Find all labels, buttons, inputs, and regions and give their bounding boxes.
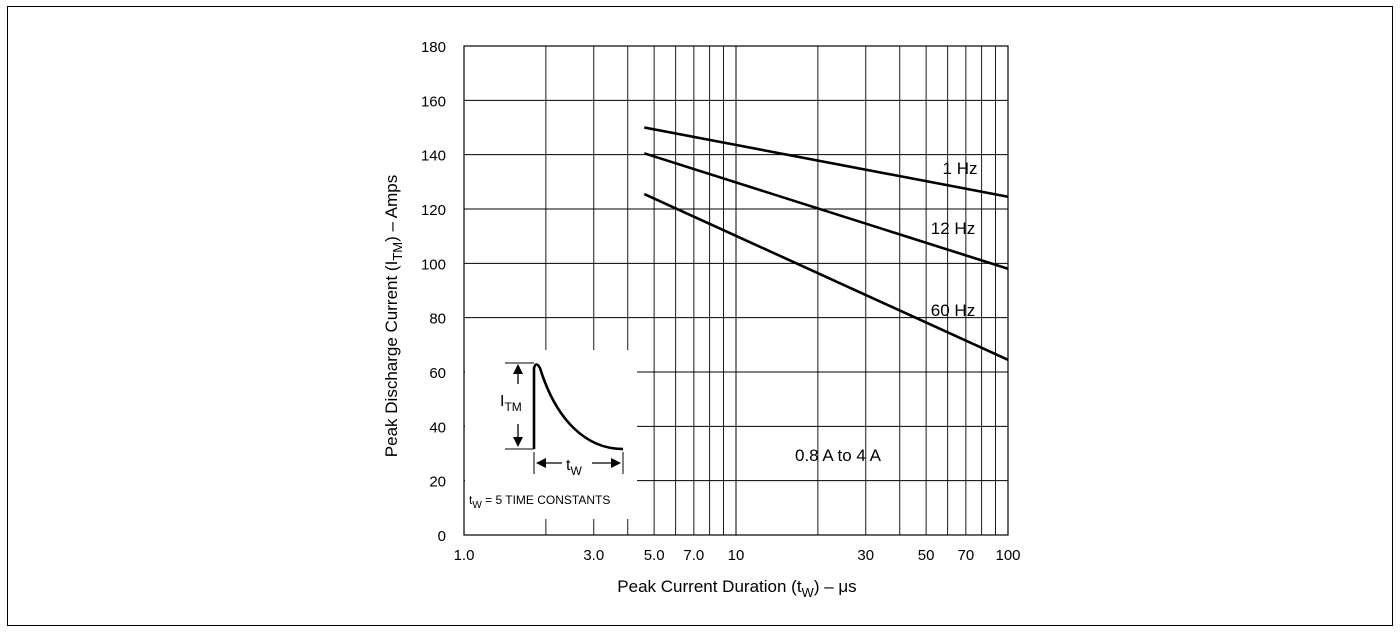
axes — [463, 45, 1009, 536]
minor-gridlines — [545, 46, 997, 535]
series-lines: 1 Hz 12 Hz 60 Hz — [643, 126, 1009, 361]
inset-duration-label: tW — [566, 457, 582, 478]
x-tick-label: 100 — [995, 547, 1020, 564]
y-tick-label: 140 — [421, 148, 446, 165]
inset-arrow-left-icon — [536, 458, 546, 468]
x-tick-label: 30 — [857, 547, 874, 564]
inset-arrow-right-icon — [611, 458, 621, 468]
y-tick-label: 20 — [429, 474, 446, 491]
y-axis-label: Peak Discharge Current (ITM) – Amps — [382, 175, 405, 457]
series-line-3 — [643, 192, 1009, 361]
y-tick-label: 120 — [421, 202, 446, 219]
y-tick-label: 80 — [429, 311, 446, 328]
x-tick-label: 1.0 — [454, 547, 475, 564]
series-label: 60 Hz — [931, 301, 975, 320]
inset-arrow-up-icon — [513, 364, 523, 374]
x-tick-label: 50 — [918, 547, 935, 564]
inset-background — [465, 350, 637, 519]
series-label: 1 Hz — [943, 159, 978, 178]
x-tick-label: 70 — [958, 547, 975, 564]
chart-frame — [7, 6, 1393, 626]
y-tick-label: 40 — [429, 419, 446, 436]
y-tick-label: 100 — [421, 256, 446, 273]
plot-border — [463, 45, 1009, 536]
y-tick-label: 0 — [438, 528, 446, 545]
x-tick-label: 5.0 — [644, 547, 665, 564]
x-tick-label: 7.0 — [683, 547, 704, 564]
labels: 0 20 40 60 80 100 120 140 160 180 1.0 3.0 5.0 7.0 10 30… — [421, 39, 1021, 564]
inset-arrow-down-icon — [513, 437, 523, 447]
y-tick-label: 60 — [429, 365, 446, 382]
range-annotation: 0.8 A to 4 A — [795, 446, 882, 465]
x-tick-label: 10 — [728, 547, 745, 564]
inset-diagram — [465, 350, 637, 519]
inset-caption: tW = 5 TIME CONSTANTS — [469, 493, 610, 511]
x-tick-label: 3.0 — [583, 547, 604, 564]
y-tick-label: 160 — [421, 93, 446, 110]
series-line-1 — [644, 126, 1009, 199]
inset-amplitude-label: ITM — [500, 393, 522, 414]
inset-pulse-curve — [532, 363, 624, 451]
y-tick-label: 180 — [421, 39, 446, 56]
series-label: 12 Hz — [931, 219, 975, 238]
series-line-2 — [643, 152, 1009, 271]
x-axis-label: Peak Current Duration (tW) – μs — [617, 577, 856, 600]
